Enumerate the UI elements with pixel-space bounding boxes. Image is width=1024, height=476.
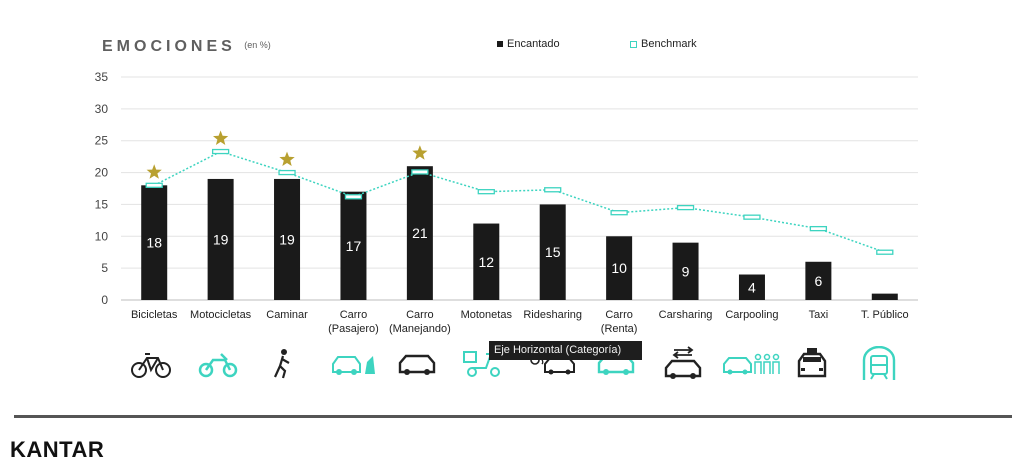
benchmark-marker [278, 169, 296, 176]
benchmark-marker [344, 194, 363, 200]
x-tick-label: Bicicletas [131, 309, 178, 321]
x-tick-label: (Manejando) [389, 323, 451, 335]
bar-value-label: 6 [814, 273, 822, 289]
bar-value-label: 15 [545, 244, 561, 260]
x-tick-label: T. Público [861, 309, 909, 321]
bicycle-icon [130, 346, 178, 389]
motorcycle-icon [197, 346, 245, 389]
bar [340, 191, 367, 300]
chart-plot: 0 5 10 15 20 25 30 35 18 19 19 17 21 12 15 10 9 4 6 Bicicle… [95, 70, 918, 335]
bar [606, 236, 633, 300]
bar-value-label: 17 [346, 238, 362, 254]
benchmark-marker [610, 210, 628, 216]
bar [871, 293, 898, 300]
star-marker [279, 151, 295, 166]
chart-title: EMOCIONES (en %) [102, 38, 271, 56]
benchmark-marker [544, 187, 562, 193]
carpooling-icon [722, 346, 782, 389]
bar [207, 178, 234, 300]
bar-value-label: 10 [611, 260, 627, 276]
x-tick-label: Carro [340, 309, 368, 321]
passenger-car-icon [329, 346, 377, 389]
y-tick-label: 30 [95, 102, 109, 116]
x-tick-label: Carpooling [725, 309, 778, 321]
star-marker [412, 145, 428, 160]
car-icon [396, 346, 444, 389]
legend-swatch-encantado [497, 41, 503, 47]
benchmark-marker [477, 189, 495, 195]
bar-value-label: 21 [412, 225, 428, 241]
x-tick-label: Motocicletas [190, 309, 252, 321]
benchmark-marker [145, 182, 163, 188]
carsharing-icon [662, 346, 710, 389]
footer-divider [14, 415, 1012, 418]
benchmark-marker [411, 169, 429, 175]
chart-title-unit: (en %) [244, 40, 271, 50]
bar-value-label: 19 [279, 231, 295, 247]
axis-tooltip: Eje Horizontal (Categoría) [489, 341, 642, 360]
bar [406, 166, 433, 300]
benchmark-marker [211, 148, 230, 155]
benchmark-marker [876, 249, 894, 255]
bar [672, 242, 699, 300]
bar [738, 274, 765, 300]
walking-person-icon [263, 346, 311, 389]
chart-title-main: EMOCIONES [102, 38, 236, 55]
legend-item-benchmark: Benchmark [630, 38, 697, 50]
star-marker [213, 130, 229, 145]
bar [805, 261, 832, 300]
benchmark-marker [743, 214, 761, 220]
y-tick-label: 25 [95, 134, 109, 148]
bar-value-label: 12 [479, 254, 495, 270]
x-tick-label: (Renta) [601, 323, 638, 335]
taxi-icon [794, 346, 842, 389]
x-tick-label: Motonetas [461, 309, 513, 321]
star-marker [146, 164, 162, 179]
y-tick-label: 20 [95, 166, 109, 180]
bar [473, 223, 500, 300]
legend-swatch-benchmark [630, 40, 637, 48]
y-tick-label: 15 [95, 197, 109, 211]
y-tick-label: 35 [95, 70, 109, 84]
brand-logo: KANTAR [10, 437, 105, 462]
y-tick-label: 10 [95, 229, 109, 243]
x-tick-label: Carro [406, 309, 434, 321]
benchmark-line [153, 150, 886, 253]
legend-label-encantado: Encantado [507, 38, 560, 50]
x-tick-label: Caminar [266, 309, 308, 321]
bar-value-label: 4 [748, 279, 756, 295]
benchmark-marker [676, 204, 695, 211]
legend-label-benchmark: Benchmark [641, 38, 697, 50]
bar [141, 185, 168, 300]
x-tick-label: Carro [605, 309, 633, 321]
benchmark-marker [809, 225, 828, 232]
y-tick-label: 5 [101, 261, 108, 275]
x-tick-label: Carsharing [659, 309, 713, 321]
bar-value-label: 18 [146, 235, 162, 251]
legend-item-encantado: Encantado [497, 38, 560, 50]
x-tick-label: Taxi [809, 309, 829, 321]
bar [539, 204, 566, 300]
public-transport-icon [861, 345, 909, 389]
bar [274, 178, 301, 300]
bar-value-label: 9 [682, 263, 690, 279]
x-tick-label: Ridesharing [523, 309, 582, 321]
y-tick-label: 0 [101, 293, 108, 307]
x-tick-label: (Pasajero) [328, 323, 379, 335]
bar-value-label: 19 [213, 231, 229, 247]
